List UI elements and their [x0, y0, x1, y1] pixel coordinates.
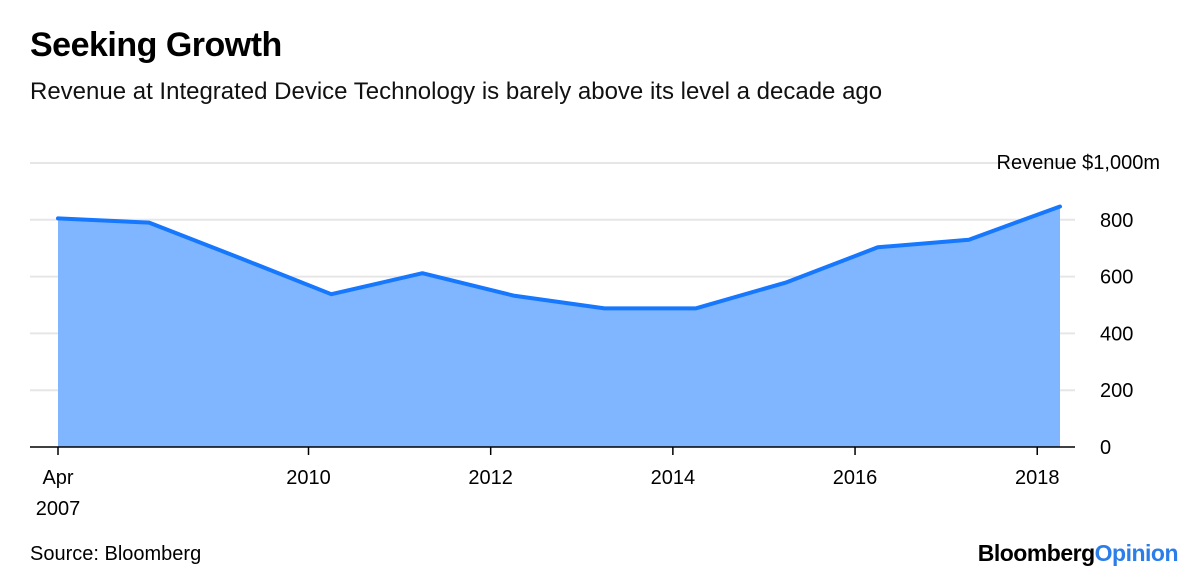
y-tick-label: 800 — [1100, 210, 1133, 232]
area-layer — [56, 204, 1062, 447]
x-tick-label: 2007 — [36, 498, 81, 520]
x-tick-label: 2010 — [286, 467, 331, 489]
axis-layer: 0 200 400 600 800 Apr 2007 2010 2012 2014 2016 2018 — [30, 210, 1133, 520]
brand-logo: BloombergOpinion — [977, 540, 1179, 567]
y-tick-label: 400 — [1100, 323, 1133, 345]
x-tick-label: 2016 — [833, 467, 878, 489]
brand-logo-main: Bloomberg — [977, 540, 1095, 566]
series-area — [58, 206, 1060, 447]
y-tick-label: 0 — [1100, 437, 1111, 459]
x-tick-label: Apr — [42, 467, 73, 489]
y-tick-label: 600 — [1100, 267, 1133, 289]
x-tick-label: 2014 — [651, 467, 696, 489]
chart-subtitle: Revenue at Integrated Device Technology … — [30, 78, 883, 105]
y-axis-unit-label: Revenue $1,000m — [997, 152, 1160, 174]
brand-logo-accent: Opinion — [1094, 540, 1179, 566]
y-tick-label: 200 — [1100, 380, 1133, 402]
x-tick-label: 2018 — [1015, 467, 1060, 489]
source-note: Source: Bloomberg — [30, 543, 202, 565]
chart-title: Seeking Growth — [30, 26, 282, 64]
x-tick-label: 2012 — [468, 467, 513, 489]
series-line — [56, 204, 1062, 311]
